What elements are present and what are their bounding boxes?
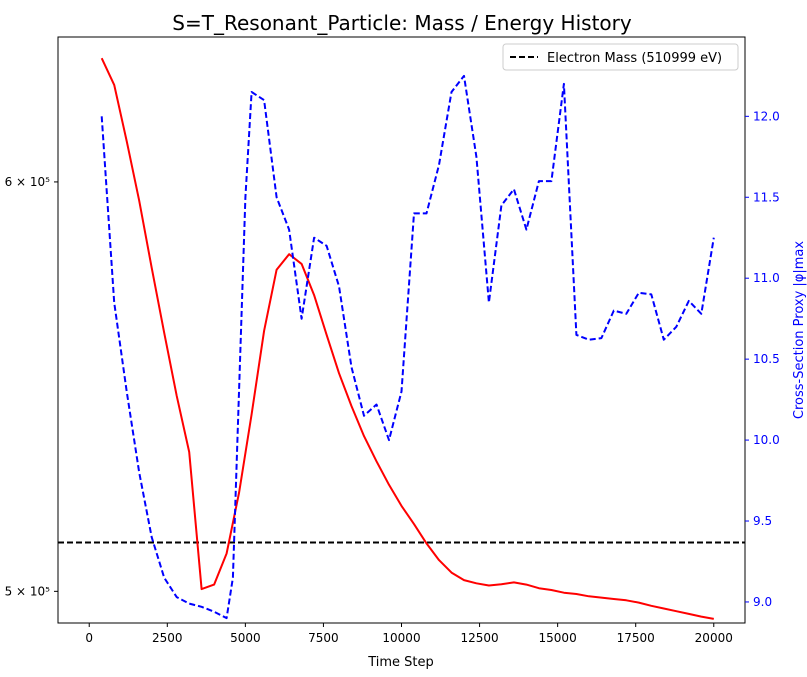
x-tick-label: 12500	[460, 631, 498, 645]
y-left-tick-label: 5 × 10⁵	[5, 584, 51, 598]
y-right-tick-label: 9.5	[753, 514, 772, 528]
y-right-tick-label: 11.5	[753, 190, 780, 204]
y-right-tick-label: 10.5	[753, 352, 780, 366]
y-right-tick-label: 12.0	[753, 109, 780, 123]
x-tick-label: 2500	[152, 631, 183, 645]
x-axis-title: Time Step	[367, 655, 434, 670]
cross-section-series-line	[100, 74, 715, 620]
x-tick-label: 0	[85, 631, 93, 645]
x-tick-label: 5000	[230, 631, 261, 645]
legend-box	[502, 43, 739, 71]
y-right-axis-title: Cross-Section Proxy |φ|max	[792, 241, 807, 419]
y-right-tick-label: 9.0	[753, 595, 772, 609]
x-tick-label: 10000	[382, 631, 420, 645]
chart-title: S=T_Resonant_Particle: Mass / Energy His…	[172, 11, 632, 35]
legend-label-electron-mass: Electron Mass (510999 eV)	[547, 51, 722, 66]
legend: Electron Mass (510999 eV)	[502, 43, 739, 71]
x-tick-label: 17500	[617, 631, 655, 645]
y-left-tick-label: 6 × 10⁵	[5, 175, 51, 189]
x-tick-label: 7500	[308, 631, 339, 645]
y-right-tick-label: 11.0	[753, 271, 780, 285]
mass-series-line	[100, 57, 714, 620]
x-tick-label: 20000	[695, 631, 733, 645]
y-right-tick-label: 10.0	[753, 433, 780, 447]
x-tick-label: 15000	[539, 631, 577, 645]
